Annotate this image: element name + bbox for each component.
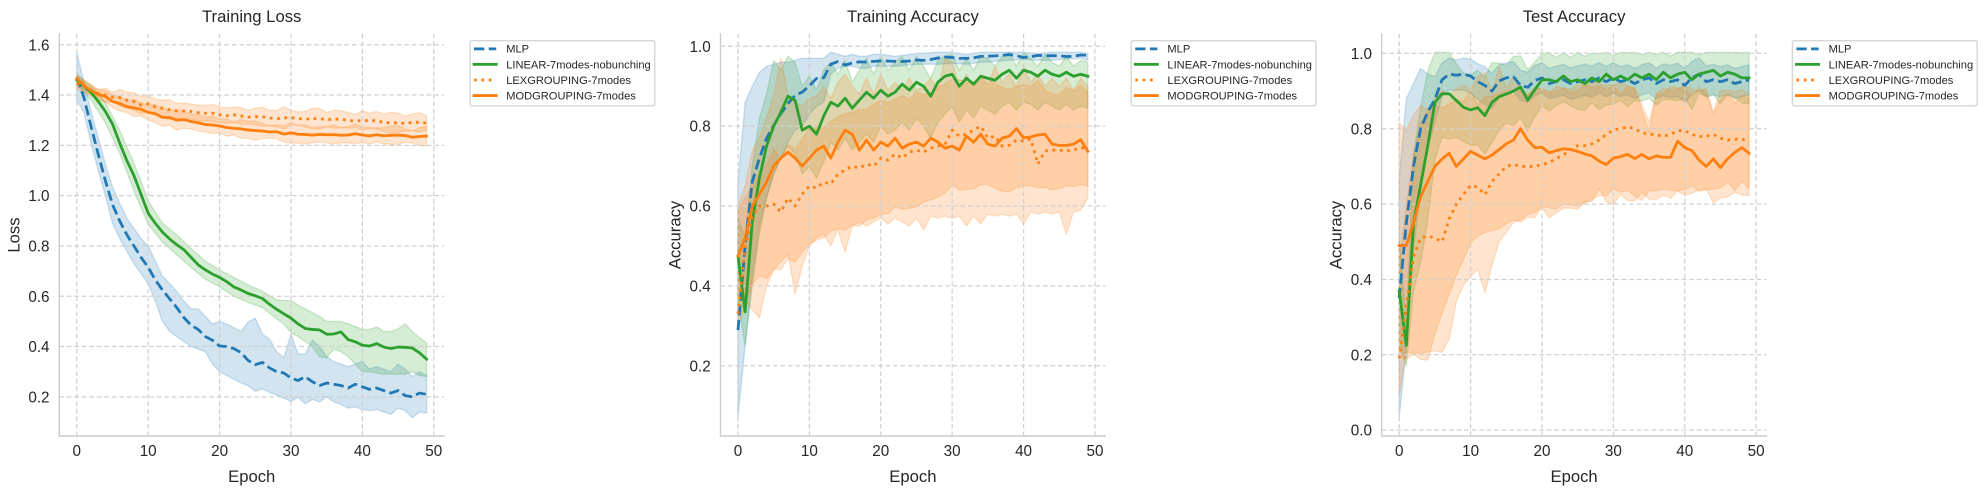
svg-text:LINEAR-7modes-nobunching: LINEAR-7modes-nobunching (1167, 59, 1312, 71)
svg-text:0: 0 (1395, 443, 1404, 460)
svg-text:40: 40 (354, 443, 371, 460)
svg-text:30: 30 (944, 443, 961, 460)
svg-text:0: 0 (734, 443, 743, 460)
svg-text:Training Loss: Training Loss (202, 7, 301, 26)
svg-text:50: 50 (1086, 443, 1103, 460)
svg-text:0.6: 0.6 (28, 289, 49, 306)
svg-text:MLP: MLP (506, 44, 529, 56)
svg-text:0.2: 0.2 (1351, 347, 1372, 364)
svg-text:0.8: 0.8 (690, 119, 711, 136)
svg-text:0.2: 0.2 (690, 358, 711, 375)
svg-text:0.4: 0.4 (28, 339, 50, 356)
svg-text:0.8: 0.8 (1351, 121, 1372, 138)
svg-text:50: 50 (1748, 443, 1765, 460)
svg-text:MODGROUPING-7modes: MODGROUPING-7modes (1829, 90, 1959, 102)
svg-text:50: 50 (425, 443, 442, 460)
svg-text:Loss: Loss (4, 217, 23, 252)
svg-text:MODGROUPING-7modes: MODGROUPING-7modes (1167, 90, 1297, 102)
svg-text:0.0: 0.0 (1351, 423, 1372, 440)
svg-text:0.8: 0.8 (28, 238, 49, 255)
svg-text:30: 30 (282, 443, 299, 460)
svg-text:Accuracy: Accuracy (1327, 200, 1346, 269)
svg-text:Epoch: Epoch (889, 467, 936, 486)
svg-text:10: 10 (1462, 443, 1479, 460)
svg-text:20: 20 (872, 443, 889, 460)
svg-text:LINEAR-7modes-nobunching: LINEAR-7modes-nobunching (506, 59, 651, 71)
svg-text:LEXGROUPING-7modes: LEXGROUPING-7modes (1167, 75, 1292, 87)
svg-text:Epoch: Epoch (1550, 467, 1597, 486)
svg-text:0.2: 0.2 (28, 389, 49, 406)
svg-text:10: 10 (801, 443, 818, 460)
svg-text:20: 20 (211, 443, 228, 460)
svg-text:30: 30 (1605, 443, 1622, 460)
svg-text:40: 40 (1676, 443, 1693, 460)
svg-text:0.4: 0.4 (690, 278, 712, 295)
svg-text:1.0: 1.0 (690, 39, 711, 56)
svg-text:0.6: 0.6 (690, 199, 711, 216)
svg-text:1.6: 1.6 (28, 37, 49, 54)
svg-text:1.0: 1.0 (28, 188, 49, 205)
svg-text:0.4: 0.4 (1351, 272, 1373, 289)
svg-text:0.6: 0.6 (1351, 197, 1372, 214)
svg-text:LINEAR-7modes-nobunching: LINEAR-7modes-nobunching (1829, 59, 1974, 71)
svg-text:Test Accuracy: Test Accuracy (1523, 7, 1626, 26)
svg-text:MODGROUPING-7modes: MODGROUPING-7modes (506, 90, 636, 102)
svg-text:1.2: 1.2 (28, 138, 49, 155)
svg-text:LEXGROUPING-7modes: LEXGROUPING-7modes (506, 75, 631, 87)
svg-text:1.0: 1.0 (1351, 46, 1372, 63)
svg-text:0: 0 (73, 443, 82, 460)
svg-text:10: 10 (140, 443, 157, 460)
svg-text:1.4: 1.4 (28, 88, 50, 105)
svg-text:40: 40 (1015, 443, 1032, 460)
svg-text:Accuracy: Accuracy (666, 200, 685, 269)
svg-text:Epoch: Epoch (228, 467, 275, 486)
svg-text:MLP: MLP (1829, 44, 1852, 56)
svg-text:MLP: MLP (1167, 44, 1190, 56)
svg-text:20: 20 (1533, 443, 1550, 460)
svg-text:LEXGROUPING-7modes: LEXGROUPING-7modes (1829, 75, 1954, 87)
svg-text:Training Accuracy: Training Accuracy (847, 7, 979, 26)
